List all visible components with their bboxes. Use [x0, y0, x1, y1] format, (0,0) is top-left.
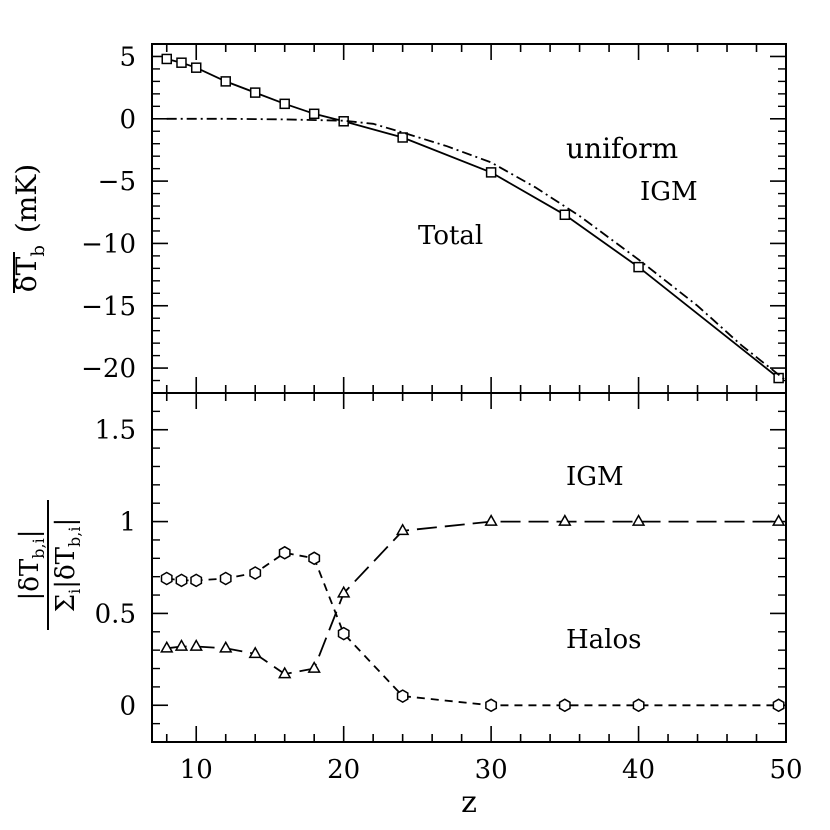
x-tick-label: 10 [180, 755, 213, 785]
bottom-ylabel-num-main: |δT [15, 558, 45, 600]
bottom-y-tick-label: 0.5 [95, 599, 136, 629]
top-ylabel-unit: (mK) [10, 164, 43, 233]
bottom-series-0-line [166, 520, 779, 675]
bottom-triangle-point [771, 514, 786, 526]
x-tick-label: 30 [475, 755, 508, 785]
bottom-ylabel-den-close: | [51, 518, 81, 527]
bottom-ylabel-den-i: i [65, 589, 84, 594]
bottom-hexagon-point [278, 545, 291, 560]
bottom-triangle-point [278, 666, 292, 679]
bottom-hexagon-point [632, 698, 645, 713]
bottom-hexagon-point [190, 573, 203, 588]
bottom-hexagon-point [308, 551, 321, 566]
bottom-triangle-point [248, 646, 262, 659]
bottom-panel: 1.5 1 0.5 0 10 20 30 40 50 [95, 392, 803, 785]
bottom-triangle-point [219, 640, 233, 653]
annotation-igm-bottom: IGM [566, 462, 624, 492]
top-y-tick-label: −15 [81, 292, 136, 322]
bottom-hexagon-point [160, 571, 173, 586]
bottom-triangle-point [174, 638, 189, 651]
top-square-point [308, 108, 320, 120]
x-tick-label: 20 [327, 755, 360, 785]
top-square-point [161, 53, 172, 65]
top-square-point [633, 261, 644, 273]
x-tick-label: 50 [769, 755, 802, 785]
top-ylabel-main: δT [10, 256, 43, 292]
bottom-y-tick-label: 1 [119, 508, 136, 538]
bottom-ylabel-den-sigma: Σ [51, 594, 81, 612]
top-y-tick-label: −10 [81, 229, 136, 259]
bottom-ylabel-num-close: | [15, 530, 45, 539]
top-square-point [249, 87, 261, 98]
top-square-point [176, 57, 187, 68]
top-y-tick-label: −20 [81, 354, 136, 384]
top-plot-frame [151, 43, 787, 394]
bottom-hexagon-point [772, 698, 785, 713]
bottom-hexagon-point [396, 689, 409, 703]
bottom-hexagon-point [337, 626, 350, 641]
top-y-tick-label: −5 [98, 167, 136, 197]
top-square-point [279, 98, 290, 110]
bottom-triangle-point [558, 514, 572, 526]
bottom-hexagon-point [485, 698, 498, 713]
bottom-triangle-point [336, 585, 351, 598]
annotation-total: Total [418, 221, 483, 251]
bottom-hexagon-point [249, 566, 262, 580]
bottom-plot-frame [151, 392, 787, 743]
top-series-1-line [166, 117, 787, 382]
bottom-y-tick-label: 1.5 [95, 416, 136, 446]
bottom-ylabel-num-sub: b,i [29, 538, 48, 558]
annotation-uniform: uniform [566, 132, 678, 165]
top-square-point [485, 167, 497, 178]
bottom-hexagon-point [558, 698, 571, 713]
x-axis-label: z [461, 785, 477, 820]
top-y-tick-label: 0 [119, 105, 136, 135]
bottom-triangle-point [484, 514, 498, 526]
bottom-triangle-point [631, 514, 646, 526]
bottom-ylabel-den-main: |δT [51, 546, 81, 588]
bottom-ylabel-den-sub: b,i [65, 527, 84, 547]
bottom-triangle-point [307, 660, 321, 673]
bottom-triangle-point [160, 640, 174, 653]
annotation-halos: Halos [566, 625, 642, 655]
bottom-ylabel: |δTb,i| Σi|δTb,i| [15, 500, 84, 630]
x-tick-label: 40 [622, 755, 655, 785]
bottom-ylabel-denominator: Σi|δTb,i| [51, 518, 84, 613]
bottom-y-tick-label: 0 [119, 691, 136, 721]
bottom-triangle-point [395, 523, 410, 536]
top-square-point [397, 132, 408, 143]
bottom-ylabel-numerator: |δTb,i| [15, 530, 48, 601]
top-square-point [220, 76, 231, 87]
top-square-point [559, 209, 571, 221]
top-ylabel: δTb (mK) [10, 164, 49, 292]
bottom-hexagon-point [219, 571, 232, 586]
bottom-triangle-point [189, 638, 203, 651]
top-square-point [190, 62, 202, 73]
top-y-tick-label: 5 [119, 42, 136, 72]
annotation-igm-top: IGM [640, 177, 698, 207]
top-series-0-line [166, 58, 780, 379]
bottom-hexagon-point [175, 573, 188, 588]
top-ylabel-sub: b [28, 245, 49, 257]
top-panel: 5 0 −5 −10 −15 −20 [81, 42, 787, 394]
